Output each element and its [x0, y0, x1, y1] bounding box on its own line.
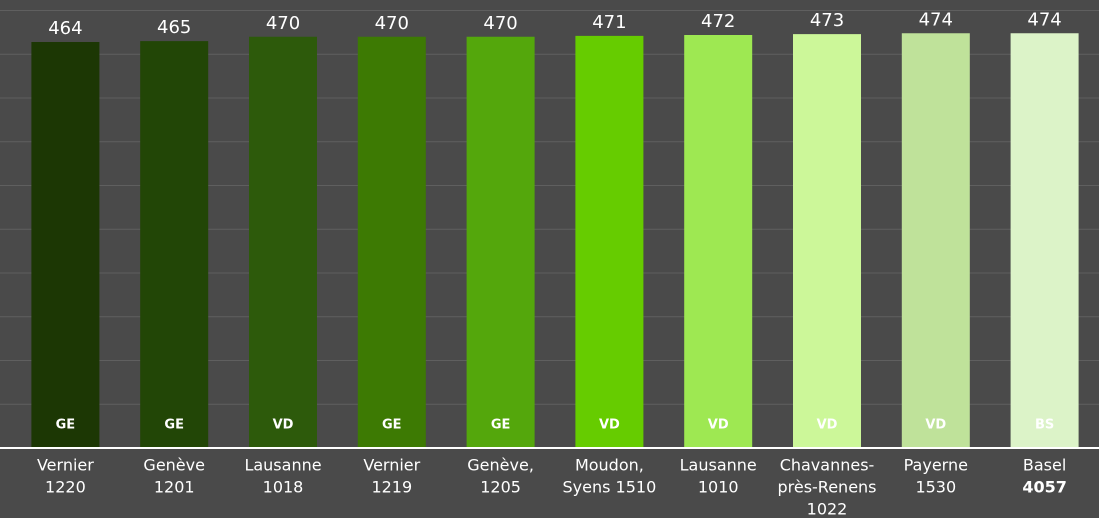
x-tick-label: 1205: [480, 478, 521, 497]
value-label: 464: [48, 18, 82, 39]
bar: [357, 36, 426, 448]
x-tick-label: Vernier: [363, 456, 420, 475]
bar-code: GE: [56, 418, 76, 433]
x-tick-label: Lausanne: [244, 456, 321, 475]
bar-code: VD: [708, 418, 729, 433]
bar-code: VD: [925, 418, 946, 433]
x-tick-label: 1201: [154, 478, 195, 497]
bar-code: GE: [382, 418, 402, 433]
bar-code: VD: [273, 418, 294, 433]
bar: [31, 42, 100, 448]
bar: [901, 33, 970, 448]
x-tick-label: Chavannes-: [780, 456, 875, 475]
value-label: 472: [701, 11, 735, 32]
bar: [1010, 33, 1079, 448]
value-label: 474: [919, 9, 953, 30]
bar-code: VD: [817, 418, 838, 433]
x-tick-label: Syens 1510: [563, 478, 657, 497]
x-tick-label: 1010: [698, 478, 739, 497]
value-label: 471: [592, 12, 626, 33]
x-tick-label: Basel: [1023, 456, 1066, 475]
bar: [466, 36, 535, 448]
value-label: 474: [1027, 9, 1061, 30]
value-label: 470: [375, 13, 409, 34]
bar: [249, 36, 317, 448]
value-label: 465: [157, 17, 191, 38]
bar-code: GE: [491, 418, 511, 433]
x-tick-label: Genève: [143, 456, 205, 475]
x-tick-label: 1022: [807, 500, 848, 518]
x-tick-label: près-Renens: [777, 478, 876, 497]
value-label: 470: [266, 13, 300, 34]
x-tick-label: 1018: [263, 478, 304, 497]
x-tick-label: Moudon,: [575, 456, 644, 475]
x-tick-label: Payerne: [904, 456, 968, 475]
bar-code: VD: [599, 418, 620, 433]
x-tick-label: 1219: [371, 478, 412, 497]
value-label: 470: [483, 13, 517, 34]
x-tick-label: Lausanne: [680, 456, 757, 475]
bar-code: GE: [164, 418, 184, 433]
x-tick-label: 1530: [915, 478, 956, 497]
x-tick-label: Genève,: [467, 456, 534, 475]
x-tick-label: Vernier: [37, 456, 94, 475]
x-tick-label: 4057: [1022, 478, 1067, 497]
bar-code: BS: [1035, 418, 1054, 433]
x-tick-label: 1220: [45, 478, 86, 497]
bar: [793, 34, 861, 448]
value-label: 473: [810, 10, 844, 31]
bar: [140, 41, 209, 448]
bar: [684, 35, 753, 448]
bar: [575, 35, 644, 448]
